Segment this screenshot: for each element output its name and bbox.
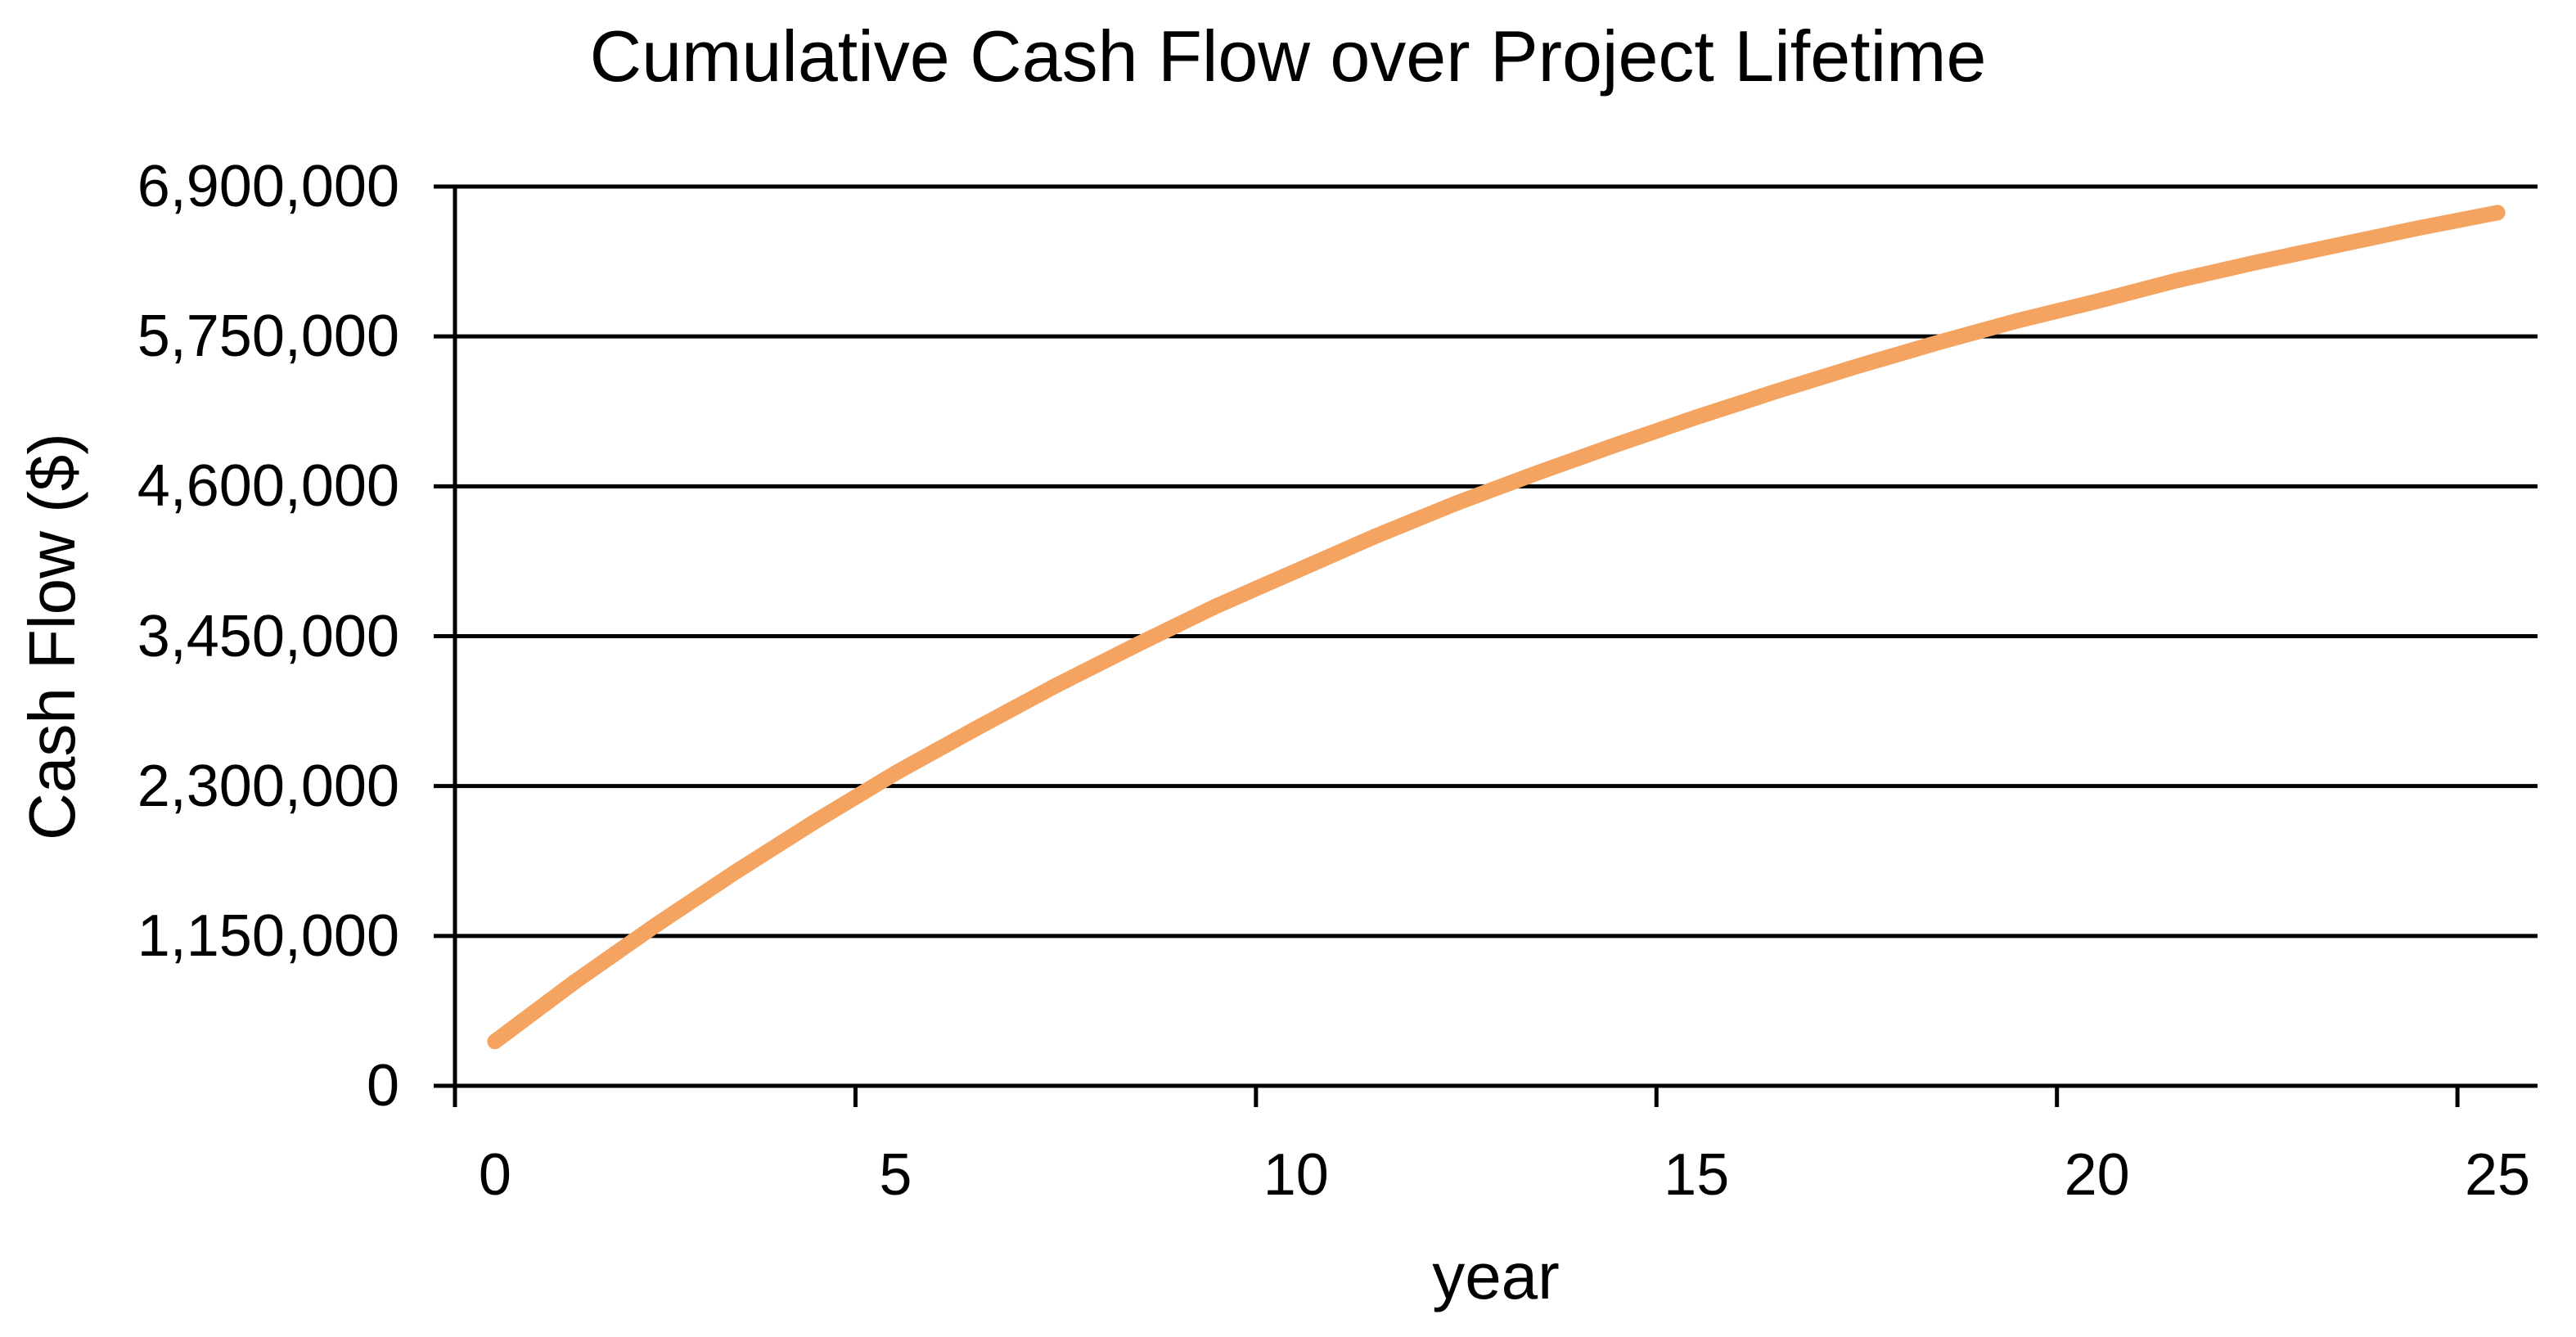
x-tick-label: 15 [1664,1142,1730,1208]
y-tick-label: 1,150,000 [137,903,399,969]
y-tick-label: 2,300,000 [137,753,399,819]
y-tick-label: 3,450,000 [137,603,399,669]
x-tick-label: 10 [1263,1142,1329,1208]
y-tick-label: 0 [366,1053,399,1119]
x-tick-label: 5 [879,1142,912,1208]
cumulative-cash-flow-line [487,205,2506,1050]
y-tick-label: 6,900,000 [137,154,399,219]
x-tick-label: 0 [478,1142,511,1208]
x-tick-label: 25 [2465,1142,2531,1208]
y-tick-label: 4,600,000 [137,453,399,520]
x-axis-title: year [1432,1240,1560,1312]
x-tick-label: 20 [2064,1142,2130,1208]
y-tick-label: 5,750,000 [137,304,399,370]
chart-title: Cumulative Cash Flow over Project Lifeti… [589,16,1987,97]
